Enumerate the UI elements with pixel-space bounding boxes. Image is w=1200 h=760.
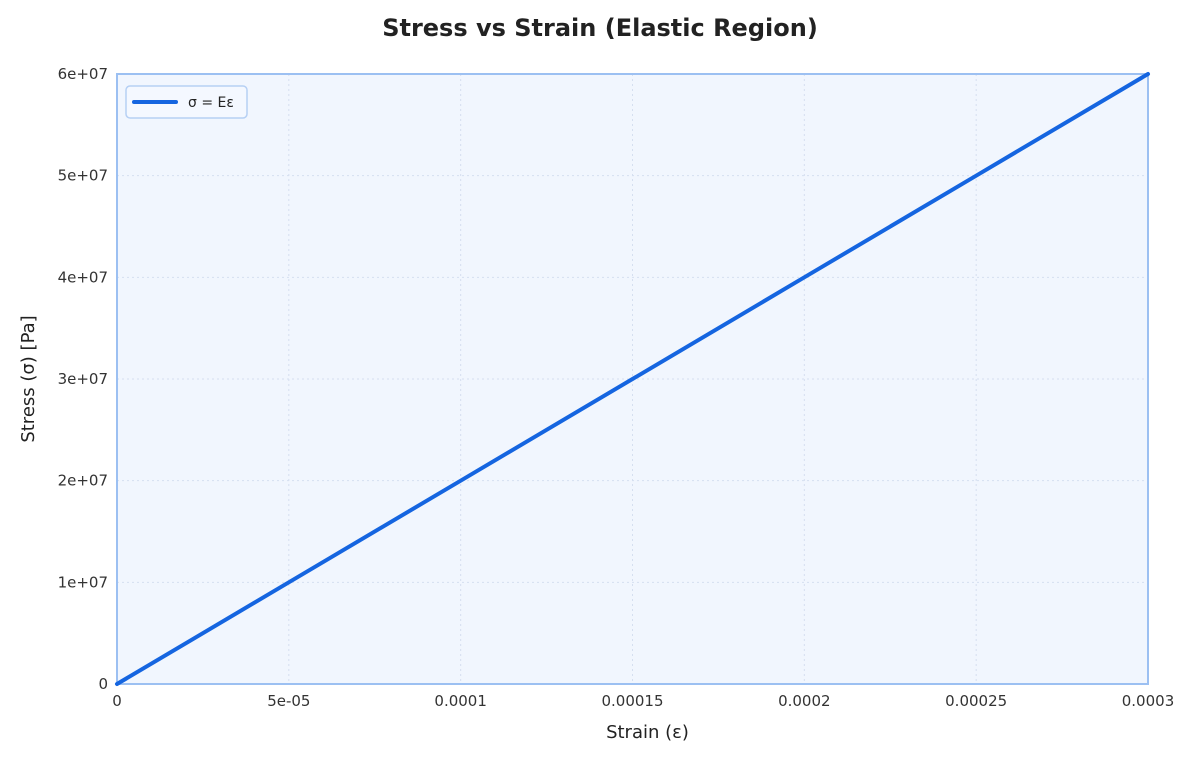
x-tick-label: 0	[112, 692, 122, 710]
plot-frame	[116, 73, 1149, 685]
y-tick-label: 4e+07	[58, 268, 108, 286]
x-tick-label: 5e-05	[267, 692, 310, 710]
y-tick-label: 5e+07	[58, 167, 108, 185]
x-tick-label: 0.0002	[778, 692, 831, 710]
x-tick-label: 0.00025	[945, 692, 1007, 710]
legend-box	[125, 85, 248, 119]
y-tick-label: 2e+07	[58, 472, 108, 490]
x-tick-label: 0.0003	[1122, 692, 1175, 710]
legend-label: σ = Eε	[188, 95, 234, 111]
x-tick-label: 0.0001	[434, 692, 487, 710]
x-axis-label: Strain (ε)	[606, 722, 689, 743]
chart-title: Stress vs Strain (Elastic Region)	[382, 14, 818, 42]
series-line	[115, 72, 1150, 686]
y-tick-label: 0	[98, 675, 108, 693]
y-tick-label: 1e+07	[58, 573, 108, 591]
y-axis-label: Stress (σ) [Pa]	[18, 315, 39, 442]
y-tick-label: 3e+07	[58, 370, 108, 388]
y-tick-label: 6e+07	[58, 65, 108, 83]
x-tick-label: 0.00015	[601, 692, 663, 710]
